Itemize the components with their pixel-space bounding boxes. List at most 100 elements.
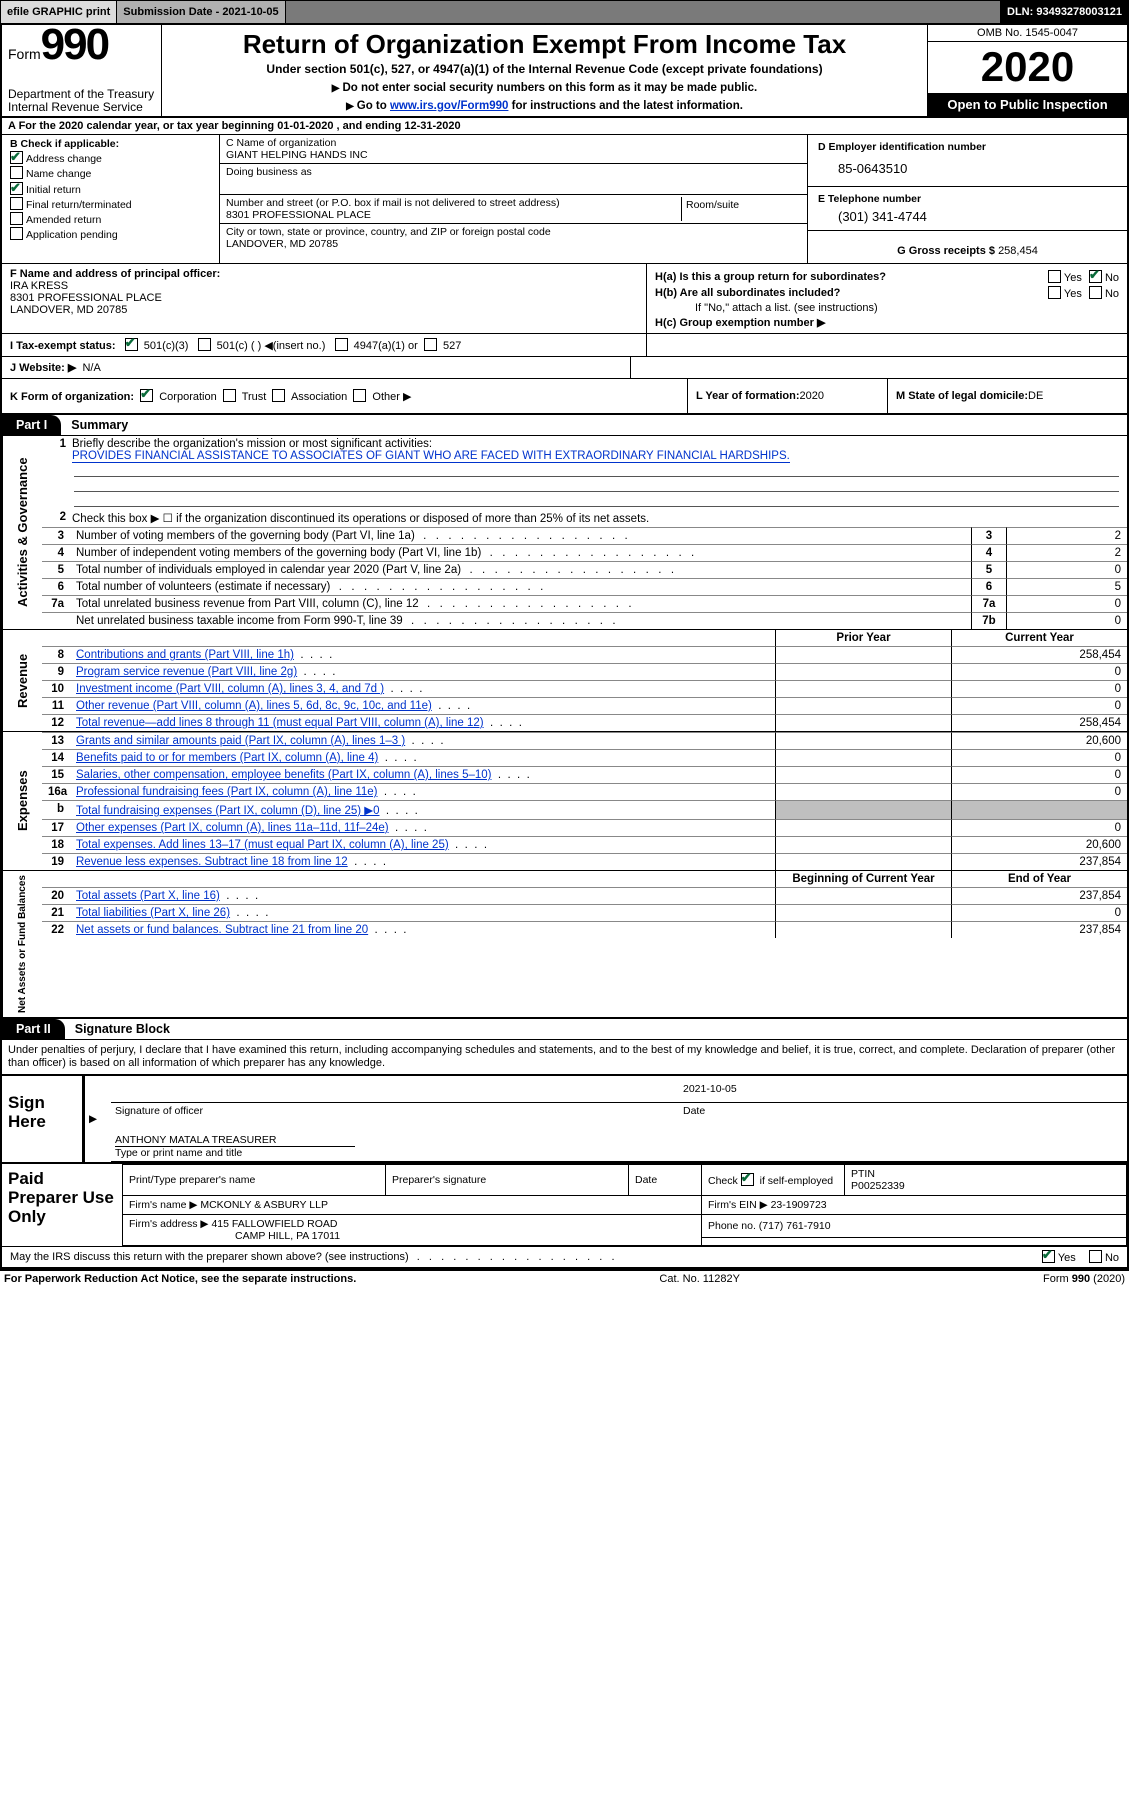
chk-trust[interactable] bbox=[223, 389, 236, 402]
expenses-table: 13Grants and similar amounts paid (Part … bbox=[42, 732, 1127, 870]
header-right: OMB No. 1545-0047 2020 Open to Public In… bbox=[927, 25, 1127, 116]
form-of-org: K Form of organization: Corporation Trus… bbox=[2, 379, 687, 413]
gross-value: 258,454 bbox=[998, 245, 1038, 257]
col-d-e-g: D Employer identification number 85-0643… bbox=[807, 135, 1127, 263]
l1-label: Briefly describe the organization's miss… bbox=[72, 438, 432, 450]
chk-527[interactable] bbox=[424, 338, 437, 351]
sign-here: Sign Here ▶ 2021-10-05 Signature of offi… bbox=[2, 1074, 1127, 1162]
f-label: F Name and address of principal officer: bbox=[10, 268, 220, 280]
hb-note: If "No," attach a list. (see instruction… bbox=[655, 302, 1119, 314]
form-word: Form bbox=[8, 46, 41, 62]
page-footer: For Paperwork Reduction Act Notice, see … bbox=[0, 1269, 1129, 1287]
agency: Department of the Treasury Internal Reve… bbox=[8, 88, 155, 114]
phone-box: E Telephone number (301) 341-4744 bbox=[808, 187, 1127, 231]
part1-tab: Part I bbox=[2, 415, 61, 435]
side-expenses: Expenses bbox=[2, 732, 42, 870]
printed-name-label: Type or print name and title bbox=[115, 1147, 242, 1159]
chk-self-employed[interactable] bbox=[741, 1173, 754, 1186]
i-label: I Tax-exempt status: bbox=[10, 340, 116, 352]
net-table: 20Total assets (Part X, line 16)237,8542… bbox=[42, 887, 1127, 938]
dept-treasury: Department of the Treasury bbox=[8, 87, 154, 101]
dba-label: Doing business as bbox=[226, 166, 312, 178]
row-f-h: F Name and address of principal officer:… bbox=[2, 264, 1127, 334]
side-governance: Activities & Governance bbox=[2, 436, 42, 629]
ha-yes[interactable] bbox=[1048, 270, 1061, 283]
cat-no: Cat. No. 11282Y bbox=[659, 1273, 740, 1285]
submission-date: Submission Date - 2021-10-05 bbox=[117, 1, 285, 23]
city-label: City or town, state or province, country… bbox=[226, 226, 551, 238]
hb-label: H(b) Are all subordinates included? bbox=[655, 287, 840, 299]
ha-no[interactable] bbox=[1089, 270, 1102, 283]
chk-address-change[interactable] bbox=[10, 151, 23, 164]
sig-label: Signature of officer bbox=[111, 1103, 679, 1120]
chk-initial-return[interactable] bbox=[10, 182, 23, 195]
open-inspection: Open to Public Inspection bbox=[928, 94, 1127, 116]
prep-printname-label: Print/Type preparer's name bbox=[123, 1165, 386, 1196]
phone-blank bbox=[702, 1238, 1127, 1246]
section-governance: Activities & Governance 1 Briefly descri… bbox=[2, 435, 1127, 630]
ha-label: H(a) Is this a group return for subordin… bbox=[655, 271, 886, 283]
date-label: Date bbox=[679, 1103, 1127, 1120]
part2-tab: Part II bbox=[2, 1019, 65, 1039]
part2-title: Signature Block bbox=[65, 1022, 170, 1036]
c-name-label: C Name of organization bbox=[226, 137, 336, 149]
mission-text[interactable]: PROVIDES FINANCIAL ASSISTANCE TO ASSOCIA… bbox=[72, 450, 790, 463]
chk-501c3[interactable] bbox=[125, 338, 138, 351]
chk-name-change[interactable] bbox=[10, 166, 23, 179]
chk-501c[interactable] bbox=[198, 338, 211, 351]
chk-4947[interactable] bbox=[335, 338, 348, 351]
col-beginning: Beginning of Current Year bbox=[775, 871, 951, 887]
discuss-yn: Yes No bbox=[1038, 1250, 1119, 1264]
col-end: End of Year bbox=[951, 871, 1127, 887]
discuss-no[interactable] bbox=[1089, 1250, 1102, 1263]
prep-sig-label: Preparer's signature bbox=[386, 1165, 629, 1196]
sign-arrow: ▶ bbox=[84, 1076, 112, 1162]
tax-exempt-status: I Tax-exempt status: 501(c)(3) 501(c) ( … bbox=[2, 334, 647, 356]
prep-selfemployed: Check if self-employed bbox=[702, 1165, 845, 1196]
section-expenses: Expenses 13Grants and similar amounts pa… bbox=[2, 732, 1127, 871]
city-state-zip: LANDOVER, MD 20785 bbox=[226, 238, 338, 250]
hb-no[interactable] bbox=[1089, 286, 1102, 299]
net-header: Beginning of Current Year End of Year bbox=[42, 871, 1127, 887]
perjury-declaration: Under penalties of perjury, I declare th… bbox=[2, 1039, 1127, 1074]
discuss-row: May the IRS discuss this return with the… bbox=[2, 1246, 1127, 1267]
chk-assoc[interactable] bbox=[272, 389, 285, 402]
line-1: 1 Briefly describe the organization's mi… bbox=[42, 436, 1127, 509]
officer-signature[interactable] bbox=[111, 1076, 679, 1103]
part1-title: Summary bbox=[61, 418, 128, 432]
preparer-table: Print/Type preparer's name Preparer's si… bbox=[122, 1164, 1127, 1246]
discuss-yes[interactable] bbox=[1042, 1250, 1055, 1263]
hc-spacer bbox=[630, 357, 1127, 378]
sign-date: 2021-10-05 bbox=[679, 1076, 1127, 1103]
chk-corp[interactable] bbox=[140, 389, 153, 402]
form-title: Return of Organization Exempt From Incom… bbox=[170, 29, 919, 60]
website: J Website: ▶ N/A bbox=[2, 357, 630, 378]
col-prior: Prior Year bbox=[775, 630, 951, 646]
identity-grid: B Check if applicable: Address change Na… bbox=[2, 135, 1127, 264]
street-box: Number and street (or P.O. box if mail i… bbox=[220, 195, 807, 224]
room-suite: Room/suite bbox=[681, 197, 801, 221]
org-name: GIANT HELPING HANDS INC bbox=[226, 149, 368, 161]
chk-application[interactable] bbox=[10, 227, 23, 240]
firm-address: Firm's address ▶ 415 FALLOWFIELD ROAD CA… bbox=[123, 1215, 702, 1246]
dba-box: Doing business as bbox=[220, 164, 807, 195]
chk-other[interactable] bbox=[353, 389, 366, 402]
prep-date-label: Date bbox=[629, 1165, 702, 1196]
phone-label: E Telephone number bbox=[818, 193, 921, 205]
prep-ptin: PTINP00252339 bbox=[845, 1165, 1127, 1196]
tax-year: 2020 bbox=[928, 42, 1127, 94]
phone-value: (301) 341-4744 bbox=[818, 205, 1117, 224]
b-label: B Check if applicable: bbox=[10, 138, 119, 150]
gross-label: G Gross receipts $ bbox=[897, 245, 998, 257]
section-net: Net Assets or Fund Balances Beginning of… bbox=[2, 871, 1127, 1017]
note-ssn: Do not enter social security numbers on … bbox=[170, 82, 919, 94]
chk-amended[interactable] bbox=[10, 212, 23, 225]
j-label: J Website: ▶ bbox=[10, 362, 76, 374]
ein-box: D Employer identification number 85-0643… bbox=[808, 135, 1127, 187]
chk-final-return[interactable] bbox=[10, 197, 23, 210]
dln: DLN: 93493278003121 bbox=[1001, 1, 1128, 23]
row-j: J Website: ▶ N/A bbox=[2, 357, 1127, 379]
firm-phone: Phone no. (717) 761-7910 bbox=[702, 1215, 1127, 1238]
hb-yes[interactable] bbox=[1048, 286, 1061, 299]
irs-link[interactable]: www.irs.gov/Form990 bbox=[390, 100, 508, 112]
